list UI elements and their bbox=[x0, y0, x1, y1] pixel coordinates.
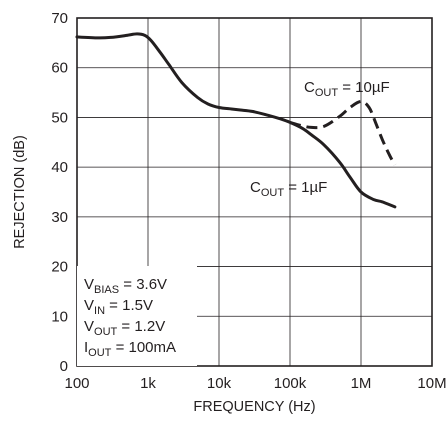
y-tick-label: 0 bbox=[60, 358, 68, 375]
condition-subscript: OUT bbox=[88, 347, 112, 359]
condition-symbol: V bbox=[84, 276, 94, 293]
condition-line: VBIAS = 3.6V bbox=[84, 276, 167, 296]
series-line-cout-1uf bbox=[75, 32, 397, 209]
annotation-cout-10uf-rest: = 10µF bbox=[338, 79, 390, 96]
condition-symbol: I bbox=[84, 339, 88, 356]
x-tick-label: 100k bbox=[274, 375, 307, 392]
y-tick-label: 30 bbox=[51, 209, 68, 226]
y-tick-label: 20 bbox=[51, 259, 68, 276]
y-tick-label: 50 bbox=[51, 109, 68, 126]
conditions-box bbox=[77, 266, 197, 366]
condition-line: VOUT = 1.2V bbox=[84, 318, 165, 338]
condition-subscript: OUT bbox=[94, 326, 118, 338]
condition-symbol: V bbox=[84, 318, 94, 335]
x-axis-title: FREQUENCY (Hz) bbox=[193, 399, 315, 415]
series-line-cout-10uf bbox=[289, 100, 397, 166]
annotation-cout-1uf-rest: = 1µF bbox=[284, 179, 327, 196]
annotation-cout-1uf: COUT = 1µF bbox=[250, 179, 327, 199]
y-axis-title: REJECTION (dB) bbox=[12, 135, 28, 249]
y-tick-label: 40 bbox=[51, 159, 68, 176]
series-lines bbox=[75, 32, 397, 209]
annotation-cout-10uf-main: C bbox=[304, 79, 315, 96]
condition-value: = 3.6V bbox=[119, 276, 167, 293]
condition-value: = 1.2V bbox=[117, 318, 165, 335]
condition-subscript: IN bbox=[94, 305, 105, 317]
y-tick-label: 70 bbox=[51, 10, 68, 27]
annotation-cout-1uf-main: C bbox=[250, 179, 261, 196]
x-tick-label: 100 bbox=[64, 375, 89, 392]
annotation-cout-1uf-sub: OUT bbox=[261, 187, 285, 199]
y-tick-labels: 0 10 20 30 40 50 60 70 bbox=[51, 10, 68, 375]
plot-frame bbox=[76, 17, 433, 367]
x-tick-label: 1M bbox=[351, 375, 372, 392]
x-tick-label: 1k bbox=[140, 375, 156, 392]
y-tick-label: 10 bbox=[51, 308, 68, 325]
annotation-cout-10uf: COUT = 10µF bbox=[304, 79, 390, 99]
condition-symbol: V bbox=[84, 297, 94, 314]
condition-value: = 100mA bbox=[111, 339, 176, 356]
x-tick-label: 10k bbox=[207, 375, 232, 392]
condition-subscript: BIAS bbox=[94, 284, 119, 296]
condition-value: = 1.5V bbox=[105, 297, 153, 314]
condition-line: VIN = 1.5V bbox=[84, 297, 153, 317]
x-tick-label: 10M bbox=[417, 375, 446, 392]
y-tick-label: 60 bbox=[51, 60, 68, 77]
annotation-cout-10uf-sub: OUT bbox=[315, 87, 339, 99]
condition-line: IOUT = 100mA bbox=[84, 339, 176, 359]
x-tick-labels: 100 1k 10k 100k 1M 10M bbox=[64, 375, 446, 392]
